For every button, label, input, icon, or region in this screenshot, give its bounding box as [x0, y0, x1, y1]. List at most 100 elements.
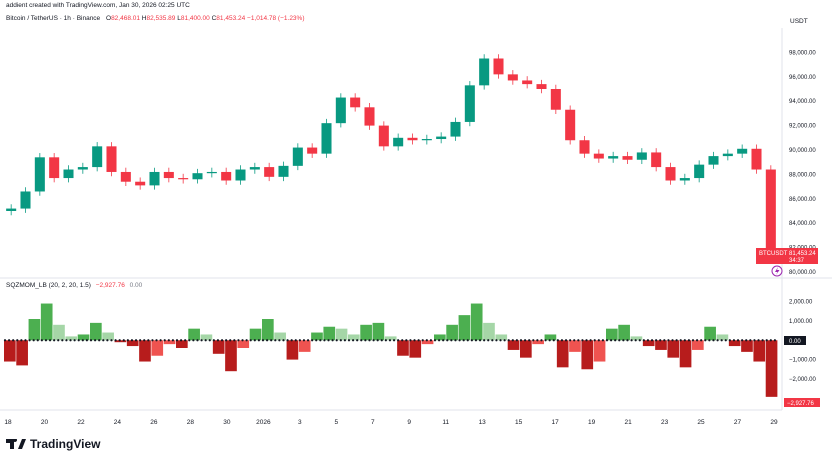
momentum-bar: [655, 340, 667, 350]
squeeze-dot: [397, 339, 400, 342]
candle-body: [479, 58, 490, 86]
price-axis-tick: 96,000.00: [789, 75, 816, 81]
squeeze-dot: [360, 339, 363, 342]
squeeze-dot: [20, 339, 23, 342]
candle-body: [751, 148, 762, 170]
candle-body: [651, 152, 662, 168]
squeeze-dot: [556, 339, 559, 342]
indicator-value-zero: 0.00: [129, 282, 143, 289]
squeeze-dot: [417, 339, 420, 342]
squeeze-dot: [458, 339, 461, 342]
squeeze-dot: [728, 339, 731, 342]
momentum-bar: [704, 326, 716, 341]
squeeze-dot: [700, 339, 703, 342]
momentum-bar: [200, 334, 213, 341]
tradingview-logo[interactable]: TradingView: [6, 437, 100, 451]
candle-body: [350, 97, 361, 108]
squeeze-dot: [388, 339, 392, 342]
squeeze-dot: [69, 339, 72, 342]
momentum-bar: [65, 336, 78, 341]
squeeze-dot: [634, 339, 637, 342]
squeeze-dot: [630, 339, 633, 342]
squeeze-dot: [736, 339, 740, 342]
squeeze-dot: [683, 339, 686, 342]
momentum-axis-tick: 1,000.00: [789, 319, 813, 325]
momentum-bar: [28, 319, 41, 341]
squeeze-dot: [36, 339, 39, 342]
squeeze-dot: [16, 339, 19, 342]
squeeze-dot: [368, 339, 371, 342]
momentum-bar: [286, 340, 299, 360]
momentum-axis-tick: −2,000.00: [789, 377, 817, 383]
candle-body: [249, 167, 260, 170]
squeeze-dot: [499, 339, 502, 342]
momentum-zero-value: 0.00: [789, 339, 801, 345]
price-axis-tick: 88,000.00: [789, 172, 816, 178]
squeeze-dot: [659, 339, 662, 342]
squeeze-dot: [130, 339, 134, 342]
squeeze-dot: [532, 339, 535, 342]
candle-body: [393, 137, 404, 147]
ohlc-legend: Bitcoin / TetherUS · 1h · Binance O82,46…: [6, 15, 305, 22]
candle-body: [34, 157, 45, 192]
open-value: 82,468.01: [111, 15, 140, 22]
squeeze-dot: [159, 339, 162, 342]
momentum-bar: [139, 340, 151, 362]
candle-body: [579, 140, 590, 154]
squeeze-dot: [585, 339, 588, 342]
price-axis-tick: 80,000.00: [789, 270, 816, 276]
candle-body: [722, 153, 733, 157]
squeeze-dot: [216, 339, 220, 342]
squeeze-dot: [638, 339, 641, 342]
squeeze-dot: [487, 339, 490, 342]
squeeze-dot: [73, 339, 76, 342]
momentum-bar: [4, 340, 16, 362]
squeeze-dot: [765, 339, 768, 342]
candle-body: [206, 171, 217, 174]
candle-body: [622, 156, 633, 160]
squeeze-dot: [311, 339, 314, 342]
time-axis-tick: 26: [150, 419, 158, 426]
bar-countdown: 34:37: [789, 258, 805, 264]
momentum-bar: [274, 332, 286, 341]
squeeze-dot: [298, 339, 301, 342]
squeeze-dot: [409, 339, 412, 342]
candle-body: [6, 208, 17, 211]
squeeze-dot: [650, 339, 654, 342]
squeeze-dot: [462, 339, 465, 342]
squeeze-dot: [335, 339, 338, 342]
time-axis-tick: 29: [770, 419, 778, 426]
squeeze-dot: [327, 339, 330, 342]
indicator-name[interactable]: SQZMOM_LB (20, 2, 20, 1.5): [6, 282, 91, 289]
momentum-axis-tick: −1,000.00: [789, 358, 817, 364]
squeeze-dot: [44, 339, 48, 342]
symbol-title[interactable]: Bitcoin / TetherUS · 1h · Binance: [6, 15, 101, 22]
candle-body: [550, 89, 561, 110]
time-axis-tick: 22: [77, 419, 85, 426]
squeeze-dot: [265, 339, 269, 342]
squeeze-dot: [93, 339, 97, 342]
squeeze-dot: [437, 339, 441, 342]
momentum-bar: [225, 340, 237, 372]
squeeze-dot: [171, 339, 175, 342]
squeeze-dot: [282, 339, 285, 342]
price-axis-tick: 92,000.00: [789, 124, 816, 130]
squeeze-dot: [356, 339, 359, 342]
squeeze-dot: [618, 339, 621, 342]
squeeze-dot: [278, 339, 281, 342]
candle-body: [679, 178, 690, 181]
momentum-bar: [323, 326, 336, 341]
squeeze-dot: [745, 339, 748, 342]
lightning-icon[interactable]: [771, 265, 783, 277]
squeeze-dot: [118, 339, 121, 342]
squeeze-dot: [663, 339, 666, 342]
tradingview-logo-icon: [6, 439, 26, 449]
squeeze-dot: [433, 339, 437, 342]
momentum-bar: [446, 324, 458, 341]
momentum-bar: [679, 340, 692, 368]
squeeze-dot: [724, 339, 727, 342]
momentum-bar: [556, 340, 569, 368]
squeeze-dot: [253, 339, 256, 342]
candle-body: [135, 181, 146, 186]
